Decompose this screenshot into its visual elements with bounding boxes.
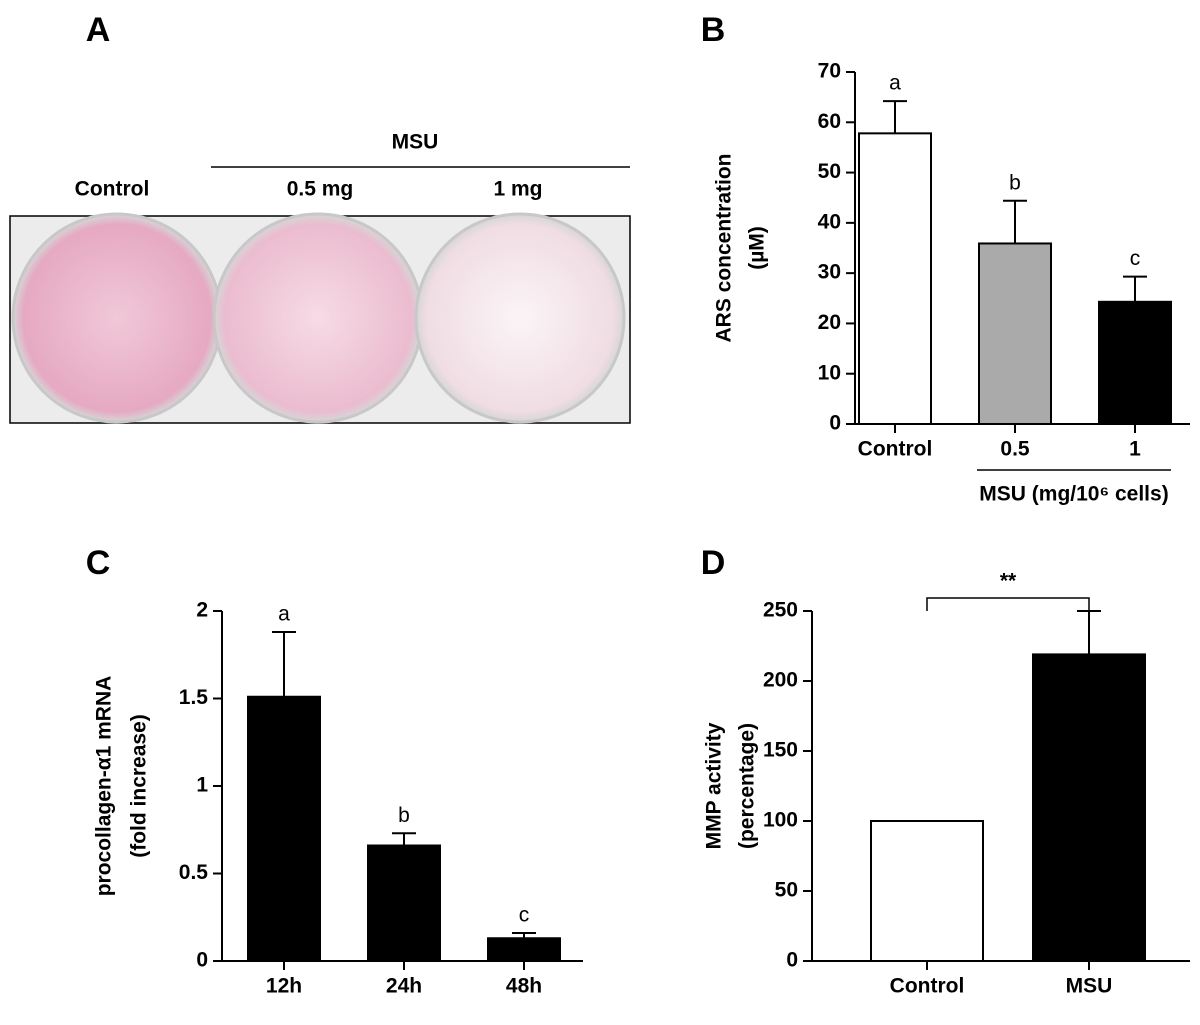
- y-tick-label: 100: [763, 809, 798, 832]
- well-label: 0.5 mg: [287, 178, 354, 201]
- error-bar: [512, 932, 536, 939]
- y-tick-label: 0: [196, 949, 208, 972]
- y-axis-label: (fold increase): [128, 714, 151, 858]
- y-tick-label: 1.5: [179, 686, 209, 709]
- bar: [858, 132, 932, 425]
- significance-label: **: [1000, 570, 1017, 593]
- significance-bracket: [926, 597, 1090, 611]
- annotation: b: [398, 804, 410, 827]
- y-axis-label: (µM): [746, 226, 769, 270]
- x-tick-label: 12h: [266, 975, 302, 998]
- panel-label: A: [86, 11, 111, 49]
- well-label: 1 mg: [493, 178, 542, 201]
- group-label: MSU: [392, 131, 439, 154]
- bar: [247, 695, 321, 962]
- x-tick-label: 24h: [386, 975, 422, 998]
- annotation: b: [1009, 171, 1021, 194]
- bar: [1098, 300, 1172, 426]
- y-tick-label: 70: [818, 60, 841, 83]
- error-bar: [1003, 199, 1027, 244]
- x-tick-label: 0.5: [1000, 438, 1030, 461]
- annotation: c: [1130, 247, 1141, 270]
- annotation: c: [519, 904, 530, 927]
- panel-label: D: [701, 544, 726, 582]
- error-bar: [272, 631, 296, 697]
- y-tick-label: 40: [818, 210, 841, 233]
- well-label: Control: [75, 178, 150, 201]
- x-tick-label: Control: [890, 975, 965, 998]
- well-plate: [9, 212, 631, 424]
- bar: [1032, 653, 1146, 963]
- error-bar: [883, 100, 907, 134]
- x-tick-label: Control: [858, 438, 933, 461]
- y-tick-label: 0: [786, 949, 798, 972]
- bar: [367, 844, 441, 962]
- y-tick-label: 200: [763, 669, 798, 692]
- y-tick-label: 2: [196, 599, 208, 622]
- annotation: a: [889, 72, 901, 95]
- panel-label: B: [701, 11, 726, 49]
- x-tick-label: 1: [1129, 438, 1141, 461]
- y-tick-label: 250: [763, 599, 798, 622]
- y-tick-label: 50: [818, 160, 841, 183]
- annotation: a: [278, 603, 290, 626]
- y-tick-label: 0: [829, 412, 841, 435]
- y-tick-label: 0.5: [179, 861, 209, 884]
- y-tick-label: 50: [775, 879, 798, 902]
- y-tick-label: 10: [818, 361, 841, 384]
- y-tick-label: 60: [818, 110, 841, 133]
- y-axis-label: MMP activity: [703, 722, 726, 849]
- group-label: MSU (mg/10⁶ cells): [979, 483, 1168, 506]
- y-axis-label: (percentage): [736, 723, 759, 849]
- bar: [487, 937, 561, 962]
- y-tick-label: 1: [196, 774, 208, 797]
- error-bar: [392, 832, 416, 846]
- bar: [978, 242, 1052, 425]
- error-bar: [1123, 275, 1147, 302]
- bar: [870, 820, 984, 962]
- x-tick-label: MSU: [1066, 975, 1113, 998]
- y-axis-label: procollagen-α1 mRNA: [93, 676, 116, 897]
- panel-label: C: [86, 544, 111, 582]
- x-tick-label: 48h: [506, 975, 542, 998]
- y-tick-label: 150: [763, 739, 798, 762]
- y-tick-label: 20: [818, 311, 841, 334]
- error-bar: [1077, 610, 1101, 655]
- y-tick-label: 30: [818, 261, 841, 284]
- y-axis-label: ARS concentration: [713, 153, 736, 342]
